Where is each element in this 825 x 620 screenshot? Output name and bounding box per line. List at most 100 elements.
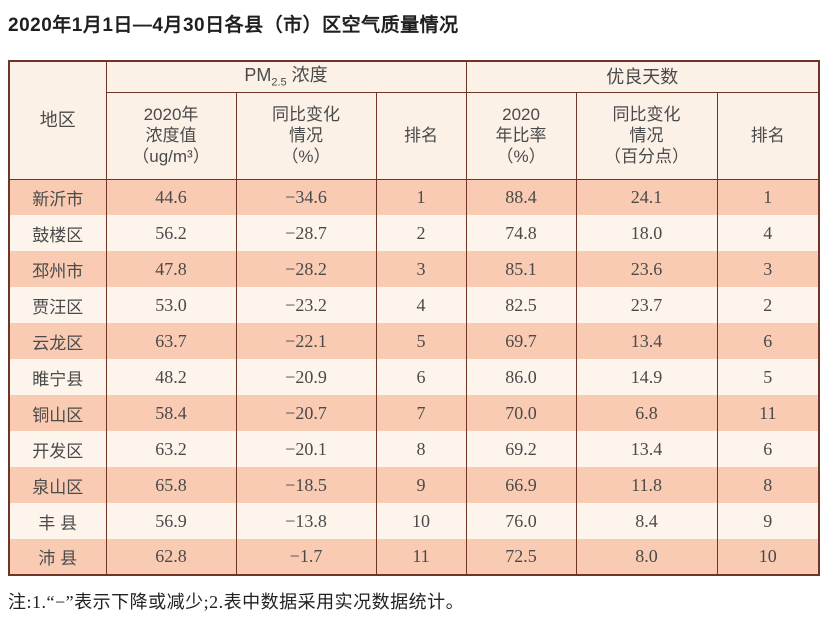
region-cell: 邳州市 [8, 251, 107, 287]
pm25-change-cell: −20.1 [235, 431, 377, 467]
pm25-value-cell: 56.2 [105, 215, 237, 251]
table-row: 铜山区 58.4 −20.7 7 70.0 6.8 11 [8, 395, 820, 431]
table-row: 丰 县 56.9 −13.8 10 76.0 8.4 9 [8, 503, 820, 539]
good-ratio-cell: 66.9 [465, 467, 577, 503]
good-change-cell: 18.0 [575, 215, 718, 251]
pm25-value-cell: 62.8 [105, 539, 237, 575]
good-ratio-cell: 86.0 [465, 359, 577, 395]
pm25-rank-cell: 5 [375, 323, 467, 359]
good-change-cell: 6.8 [575, 395, 718, 431]
page-title: 2020年1月1日—4月30日各县（市）区空气质量情况 [8, 15, 459, 36]
pm25-rank-cell: 8 [375, 431, 467, 467]
column-header-pm25-rank: 排名 [375, 92, 467, 180]
table-row: 新沂市 44.6 −34.6 1 88.4 24.1 1 [8, 179, 820, 215]
good-change-cell: 13.4 [575, 323, 718, 359]
table-row: 鼓楼区 56.2 −28.7 2 74.8 18.0 4 [8, 215, 820, 251]
pm25-rank-cell: 2 [375, 215, 467, 251]
good-ratio-cell: 88.4 [465, 179, 577, 215]
good-ratio-cell: 72.5 [465, 539, 577, 575]
pm25-value-cell: 63.2 [105, 431, 237, 467]
pm25-change-cell: −23.2 [235, 287, 377, 323]
good-ratio-cell: 85.1 [465, 251, 577, 287]
column-header-good-ratio: 2020 年比率 （%） [465, 92, 577, 180]
table-row: 开发区 63.2 −20.1 8 69.2 13.4 6 [8, 431, 820, 467]
good-change-cell: 24.1 [575, 179, 718, 215]
table-row: 沛 县 62.8 −1.7 11 72.5 8.0 10 [8, 539, 820, 575]
column-header-good-rank: 排名 [716, 92, 820, 180]
table-body: 新沂市 44.6 −34.6 1 88.4 24.1 1 鼓楼区 56.2 −2… [8, 179, 820, 575]
pm25-change-cell: −18.5 [235, 467, 377, 503]
pm25-value-cell: 65.8 [105, 467, 237, 503]
good-ratio-cell: 74.8 [465, 215, 577, 251]
table-row: 睢宁县 48.2 −20.9 6 86.0 14.9 5 [8, 359, 820, 395]
region-cell: 鼓楼区 [8, 215, 107, 251]
table-row: 贾汪区 53.0 −23.2 4 82.5 23.7 2 [8, 287, 820, 323]
table-row: 邳州市 47.8 −28.2 3 85.1 23.6 3 [8, 251, 820, 287]
footnote: 注:1.“−”表示下降或减少;2.表中数据采用实况数据统计。 [8, 592, 465, 612]
pm25-value-cell: 44.6 [105, 179, 237, 215]
good-rank-cell: 11 [716, 395, 820, 431]
pm25-value-cell: 58.4 [105, 395, 237, 431]
pm25-change-cell: −1.7 [235, 539, 377, 575]
good-rank-cell: 8 [716, 467, 820, 503]
pm25-change-cell: −28.7 [235, 215, 377, 251]
pm25-change-cell: −20.7 [235, 395, 377, 431]
good-change-cell: 13.4 [575, 431, 718, 467]
region-cell: 泉山区 [8, 467, 107, 503]
pm25-rank-cell: 1 [375, 179, 467, 215]
column-header-pm25-change: 同比变化 情况 （%） [235, 92, 377, 180]
good-rank-cell: 6 [716, 431, 820, 467]
column-group-good-days: 优良天数 [465, 61, 820, 93]
table-row: 泉山区 65.8 −18.5 9 66.9 11.8 8 [8, 467, 820, 503]
region-cell: 铜山区 [8, 395, 107, 431]
region-cell: 云龙区 [8, 323, 107, 359]
pm25-rank-cell: 6 [375, 359, 467, 395]
good-rank-cell: 1 [716, 179, 820, 215]
good-ratio-cell: 70.0 [465, 395, 577, 431]
header-group-row: 地区 PM2.5 浓度 优良天数 [8, 61, 820, 180]
pm25-change-cell: −20.9 [235, 359, 377, 395]
good-rank-cell: 3 [716, 251, 820, 287]
region-cell: 丰 县 [8, 503, 107, 539]
pm25-change-cell: −22.1 [235, 323, 377, 359]
good-ratio-cell: 69.7 [465, 323, 577, 359]
pm25-rank-cell: 10 [375, 503, 467, 539]
pm25-change-cell: −28.2 [235, 251, 377, 287]
good-change-cell: 11.8 [575, 467, 718, 503]
pm25-value-cell: 63.7 [105, 323, 237, 359]
good-change-cell: 8.4 [575, 503, 718, 539]
good-change-cell: 8.0 [575, 539, 718, 575]
region-cell: 沛 县 [8, 539, 107, 575]
air-quality-table: 地区 PM2.5 浓度 优良天数 2020年 浓度值 （ug/m³） 同比变化 … [8, 60, 821, 576]
good-rank-cell: 2 [716, 287, 820, 323]
table-header: 地区 PM2.5 浓度 优良天数 2020年 浓度值 （ug/m³） 同比变化 … [8, 61, 820, 180]
region-cell: 开发区 [8, 431, 107, 467]
pm25-label-suffix: 浓度 [286, 64, 328, 85]
good-rank-cell: 9 [716, 503, 820, 539]
pm25-label-subscript: 2.5 [271, 76, 287, 89]
column-group-pm25: PM2.5 浓度 [105, 61, 467, 93]
pm25-rank-cell: 9 [375, 467, 467, 503]
pm25-change-cell: −13.8 [235, 503, 377, 539]
pm25-label-prefix: PM [244, 64, 272, 85]
good-rank-cell: 6 [716, 323, 820, 359]
pm25-value-cell: 47.8 [105, 251, 237, 287]
column-header-pm25-value: 2020年 浓度值 （ug/m³） [105, 92, 237, 180]
table-row: 云龙区 63.7 −22.1 5 69.7 13.4 6 [8, 323, 820, 359]
good-change-cell: 23.6 [575, 251, 718, 287]
pm25-rank-cell: 7 [375, 395, 467, 431]
good-change-cell: 14.9 [575, 359, 718, 395]
region-cell: 新沂市 [8, 179, 107, 215]
header-sub-row: 2020年 浓度值 （ug/m³） 同比变化 情况 （%） 排名 2020 年比… [9, 92, 820, 180]
column-header-good-change: 同比变化 情况 （百分点） [575, 92, 718, 180]
pm25-rank-cell: 3 [375, 251, 467, 287]
region-cell: 睢宁县 [8, 359, 107, 395]
pm25-value-cell: 56.9 [105, 503, 237, 539]
pm25-value-cell: 53.0 [105, 287, 237, 323]
good-rank-cell: 10 [716, 539, 820, 575]
column-header-region: 地区 [8, 61, 107, 180]
pm25-rank-cell: 4 [375, 287, 467, 323]
good-rank-cell: 5 [716, 359, 820, 395]
pm25-change-cell: −34.6 [235, 179, 377, 215]
